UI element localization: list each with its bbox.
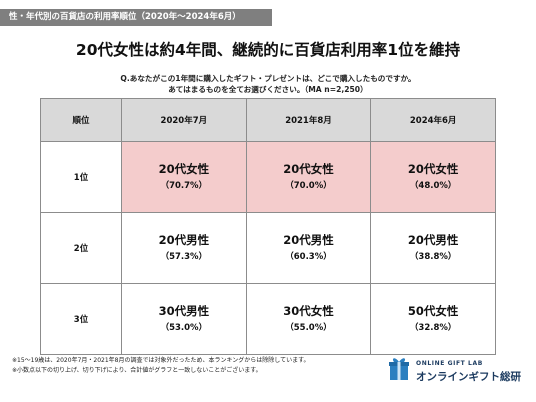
column-header-2021: 2021年8月 [245,98,372,142]
brand-tagline: ONLINE GIFT LAB [416,360,483,367]
usage-rate: （60.3%） [285,251,332,262]
column-header-2020: 2020年7月 [121,98,247,142]
table-header-row: 順位 2020年7月 2021年8月 2024年6月 [40,98,496,142]
ranking-cell: 50代女性 （32.8%） [370,283,496,355]
table-row-rank-1: 1位 20代女性 （70.7%） 20代女性 （70.0%） 20代女性 （48… [40,141,496,213]
segment-label: 30代女性 [283,303,334,318]
ranking-cell: 20代女性 （70.7%） [121,141,247,213]
segment-label: 20代女性 [407,161,459,176]
ranking-cell: 20代男性 （57.3%） [121,212,247,284]
usage-rate: （38.8%） [409,251,457,262]
rank-column-header: 順位 [40,98,122,142]
ranking-cell: 20代女性 （70.0%） [245,141,372,213]
ranking-cell: 20代男性 （60.3%） [245,212,372,284]
rank-cell: 3位 [40,283,122,355]
brand-logo: ONLINE GIFT LAB オンラインギフト総研 [388,353,528,393]
segment-label: 20代男性 [407,232,459,247]
segment-label: 30代男性 [158,303,210,318]
survey-question: Q.あなたがこの1年間に購入したギフト・プレゼントは、どこで購入したものですか。… [0,73,536,95]
segment-label: 50代女性 [407,303,459,318]
footnote: ※15～19歳は、2020年7月・2021年8月の調査では対象外だったため、本ラ… [12,357,310,364]
ranking-cell: 30代男性 （53.0%） [121,283,247,355]
page-title: 20代女性は約4年間、継続的に百貨店利用率1位を維持 [75,41,461,59]
column-header-2024: 2024年6月 [370,98,496,142]
rank-cell: 2位 [40,212,122,284]
usage-rate: （55.0%） [285,322,332,333]
survey-question-line-2: あてはまるものを全てお選びください。（MA n=2,250） [168,85,368,94]
ranking-cell: 20代男性 （38.8%） [370,212,496,284]
usage-rate: （32.8%） [409,322,457,333]
usage-rate: （70.7%） [160,180,208,191]
segment-label: 20代男性 [158,232,210,247]
footnotes: ※15～19歳は、2020年7月・2021年8月の調査では対象外だったため、本ラ… [12,356,310,376]
usage-rate: （57.3%） [160,251,208,262]
segment-label: 20代女性 [158,161,210,176]
table-row-rank-2: 2位 20代男性 （57.3%） 20代男性 （60.3%） 20代男性 （38… [40,212,496,284]
usage-rate: （70.0%） [285,180,332,191]
ranking-table: 順位 2020年7月 2021年8月 2024年6月 1位 20代女性 （70.… [40,98,496,355]
ranking-cell: 20代女性 （48.0%） [370,141,496,213]
gift-box-icon [389,358,409,380]
segment-label: 20代男性 [283,232,334,247]
usage-rate: （53.0%） [160,322,208,333]
rank-cell: 1位 [40,141,122,213]
ranking-cell: 30代女性 （55.0%） [245,283,372,355]
segment-label: 20代女性 [283,161,334,176]
survey-question-line-1: Q.あなたがこの1年間に購入したギフト・プレゼントは、どこで購入したものですか。 [120,74,416,83]
footnote: ※小数点以下の切り上げ、切り下げにより、合計値がグラフと一致しないことがございま… [12,367,262,374]
page-category-tag: 性・年代別の百貨店の利用率順位（2020年～2024年6月） [0,9,272,26]
table-row-rank-3: 3位 30代男性 （53.0%） 30代女性 （55.0%） 50代女性 （32… [40,283,496,355]
brand-name: オンラインギフト総研 [416,371,521,383]
usage-rate: （48.0%） [409,180,457,191]
